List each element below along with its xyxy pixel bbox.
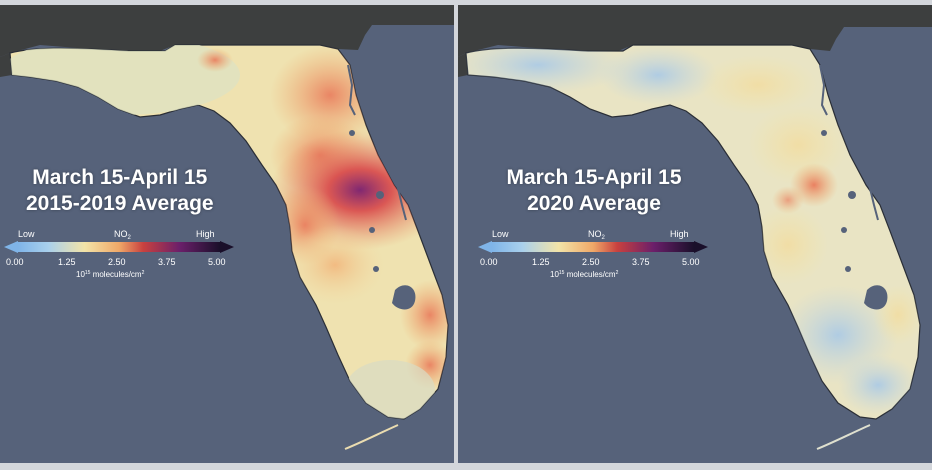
legend-tick-1: 1.25 xyxy=(58,257,76,267)
title-line-2: 2015-2019 Average xyxy=(26,192,214,215)
legend-high-arrow xyxy=(694,241,708,253)
legend-low-arrow xyxy=(478,241,492,253)
legend-high-label: High xyxy=(670,229,689,239)
florida-no2-map xyxy=(458,5,932,450)
no2-color-legend: Low NO2 High 0.00 1.25 2.50 3.75 5.00 10… xyxy=(478,229,708,279)
title-line-1: March 15-April 15 xyxy=(506,166,682,189)
legend-low-label: Low xyxy=(492,229,509,239)
legend-high-arrow xyxy=(220,241,234,253)
legend-high-label: High xyxy=(196,229,215,239)
legend-unit-label: 1015 molecules/cm2 xyxy=(76,270,145,279)
map-panel-2020: March 15-April 15 2020 Average Low NO2 H… xyxy=(458,5,932,463)
legend-tick-2: 2.50 xyxy=(582,257,600,267)
title-line-1: March 15-April 15 xyxy=(32,166,208,189)
legend-pollutant-label: NO2 xyxy=(114,229,132,241)
legend-unit-label: 1015 molecules/cm2 xyxy=(550,270,619,279)
legend-color-bar xyxy=(492,242,694,252)
legend-tick-0: 0.00 xyxy=(6,257,24,267)
legend-tick-3: 3.75 xyxy=(158,257,176,267)
legend-tick-0: 0.00 xyxy=(480,257,498,267)
map-panel-2015-2019: March 15-April 15 2015-2019 Average Low … xyxy=(0,5,454,463)
no2-color-legend: Low NO2 High 0.00 1.25 2.50 3.75 5.00 10… xyxy=(4,229,234,279)
legend-tick-2: 2.50 xyxy=(108,257,126,267)
legend-tick-1: 1.25 xyxy=(532,257,550,267)
legend-pollutant-label: NO2 xyxy=(588,229,606,241)
legend-color-bar xyxy=(18,242,220,252)
title-line-2: 2020 Average xyxy=(527,192,661,215)
legend-tick-4: 5.00 xyxy=(208,257,226,267)
map-title-2020: March 15-April 15 2020 Average xyxy=(504,165,684,217)
legend-low-label: Low xyxy=(18,229,35,239)
legend-low-arrow xyxy=(4,241,18,253)
legend-tick-3: 3.75 xyxy=(632,257,650,267)
map-title-2015-2019: March 15-April 15 2015-2019 Average xyxy=(26,165,214,217)
legend-tick-4: 5.00 xyxy=(682,257,700,267)
florida-no2-map xyxy=(0,5,454,450)
